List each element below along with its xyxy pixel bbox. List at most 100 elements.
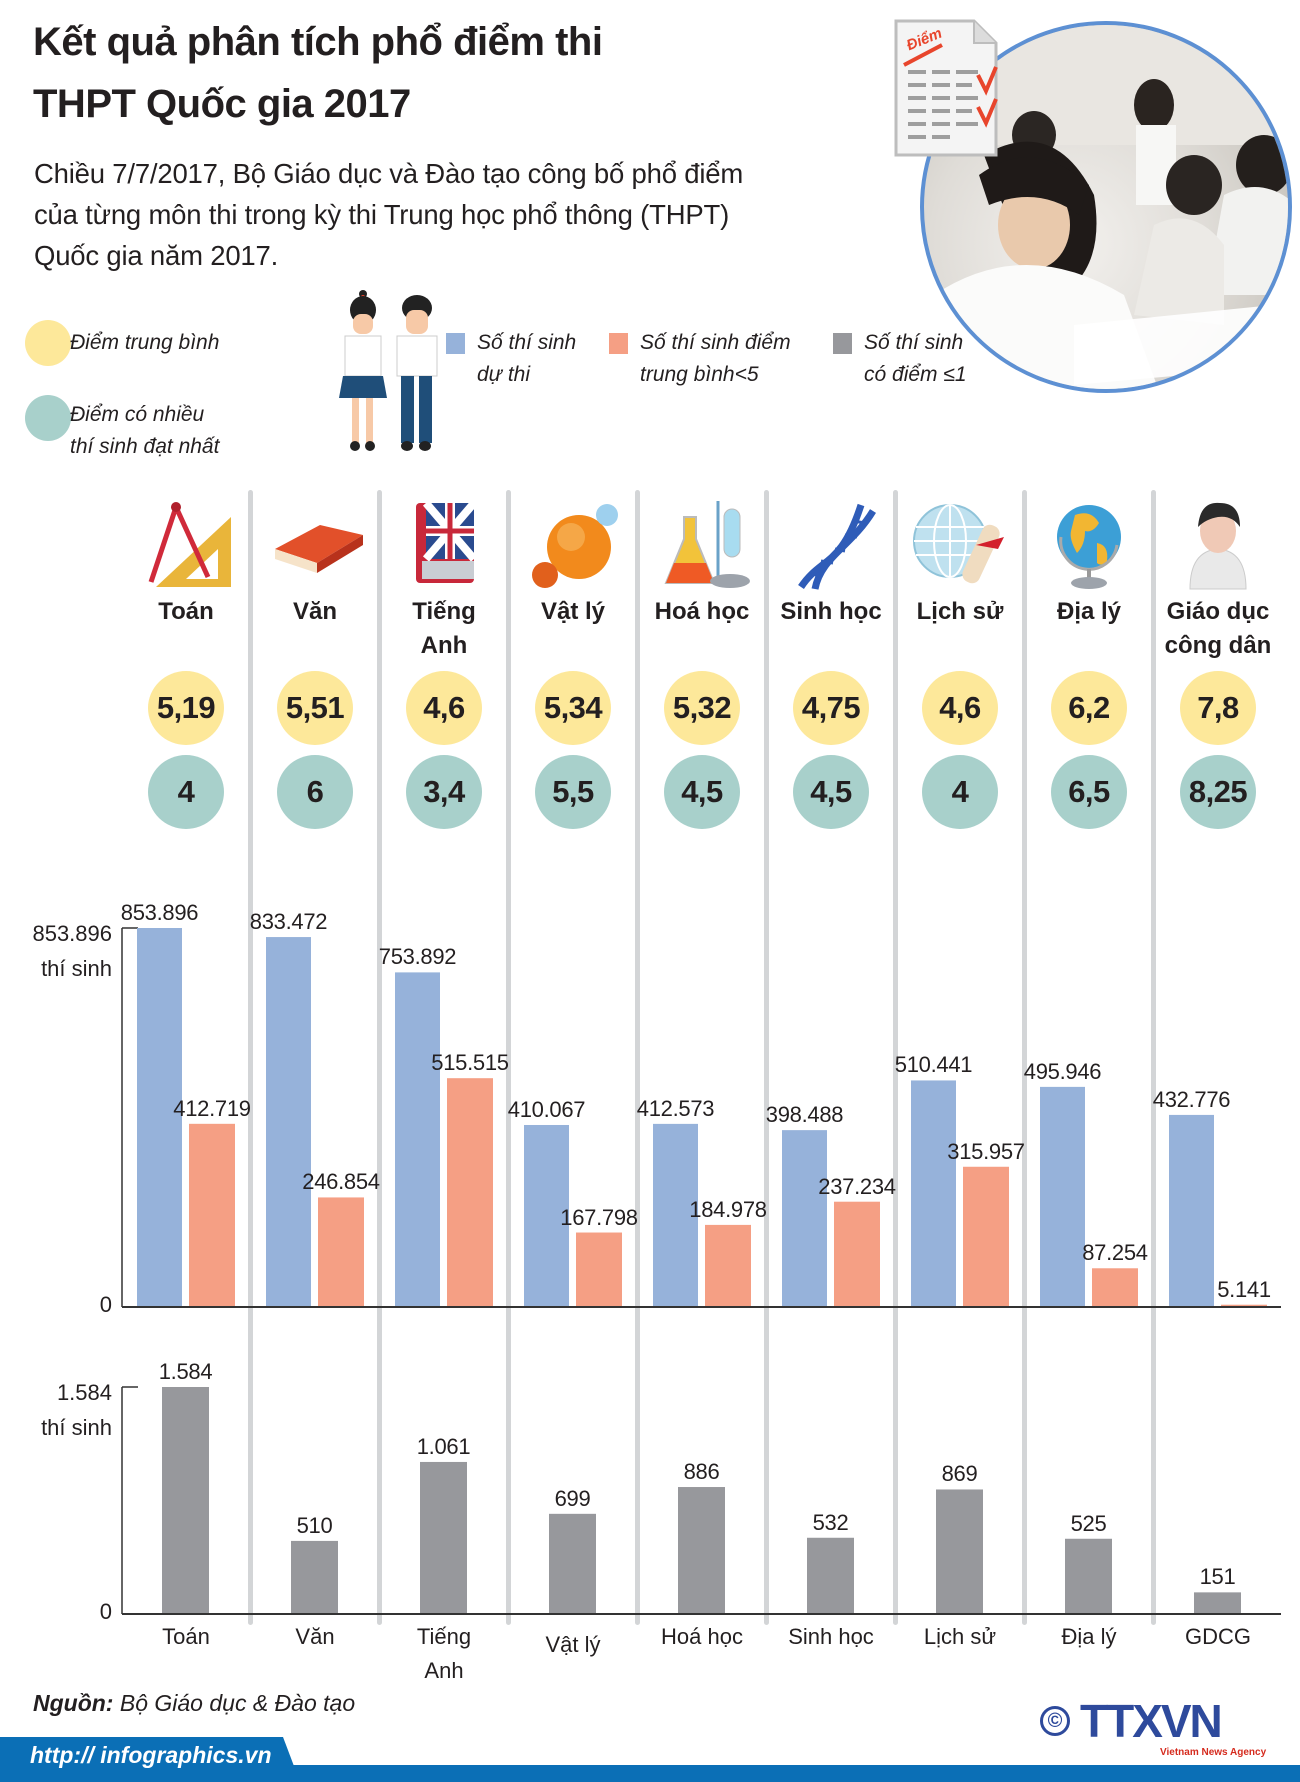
bar-1-series1 xyxy=(1169,1114,1214,1307)
chemistry-flask-icon xyxy=(652,497,752,592)
book-icon xyxy=(265,497,365,592)
bar-2-series1 xyxy=(1194,1592,1241,1614)
data-label: 1.061 xyxy=(416,1433,471,1459)
data-label: 833.472 xyxy=(249,909,328,935)
data-label: 5.141 xyxy=(1217,1276,1271,1302)
bar-2-series1 xyxy=(291,1540,338,1614)
data-label: 151 xyxy=(1199,1564,1236,1590)
legend-le1-label: Số thí sinh có điểm ≤1 xyxy=(864,331,967,386)
bar-2-series1 xyxy=(162,1387,209,1614)
subject-name: Toán xyxy=(158,598,214,625)
subject-name: Hoá học xyxy=(654,598,750,625)
bar-2-series1 xyxy=(1065,1538,1112,1614)
legend-participants-swatch xyxy=(446,333,465,354)
y-tick-max: 853.896 thí sinh xyxy=(32,921,112,981)
globe-scroll-icon xyxy=(910,497,1010,592)
logo-subtext: Vietnam News Agency xyxy=(1160,1747,1267,1758)
data-label: 184.978 xyxy=(689,1196,767,1222)
y-tick-max: 1.584 thí sinh xyxy=(41,1380,112,1440)
data-label: 87.254 xyxy=(1082,1240,1148,1266)
dna-icon xyxy=(781,497,881,592)
mode-score-badge: 4 xyxy=(922,755,998,829)
source-prefix: Nguồn: xyxy=(33,1690,114,1716)
bar-2-series1 xyxy=(936,1489,983,1614)
bar-1-series1 xyxy=(524,1124,569,1307)
subject-name: Địa lý xyxy=(1056,598,1122,625)
average-score-badge: 6,2 xyxy=(1051,671,1127,745)
data-label: 853.896 xyxy=(120,900,199,925)
data-label: 167.798 xyxy=(560,1204,638,1230)
legend-mode-label: Điểm có nhiều thí sinh đạt nhất xyxy=(70,403,220,458)
data-label: 510.441 xyxy=(894,1052,973,1078)
column-separator xyxy=(1022,490,1027,1625)
average-score-badge: 5,32 xyxy=(664,671,740,745)
person-icon xyxy=(1168,497,1268,592)
x-tick-label: Lịch sử xyxy=(923,1624,997,1649)
bar-1-series1 xyxy=(782,1130,827,1307)
compass-ruler-icon xyxy=(136,497,236,592)
bar-1-series2 xyxy=(834,1201,880,1307)
column-separator xyxy=(506,490,511,1625)
page-title-line2: THPT Quốc gia 2017 xyxy=(33,82,411,126)
subject-name: Tiếng Anh xyxy=(412,598,476,659)
legend-average-swatch xyxy=(25,320,71,366)
subject-name: Vật lý xyxy=(540,598,606,625)
score-document-icon: Điểm xyxy=(892,17,1000,159)
data-label: 432.776 xyxy=(1152,1086,1231,1112)
bar-1-series2 xyxy=(447,1078,493,1307)
ttxvn-logo: © TTXVN Vietnam News Agency xyxy=(1040,1698,1275,1762)
logo-text: TTXVN xyxy=(1080,1695,1223,1747)
mode-score-badge: 4,5 xyxy=(664,755,740,829)
intro-text-line2: của từng môn thi trong kỳ thi Trung học … xyxy=(34,199,730,230)
x-tick-label: Văn xyxy=(295,1624,335,1649)
data-label: 315.957 xyxy=(947,1138,1025,1164)
data-label: 525 xyxy=(1070,1510,1107,1536)
bar-1-series2 xyxy=(189,1123,235,1307)
bar-1-series1 xyxy=(266,937,311,1307)
bar-1-series2 xyxy=(318,1197,364,1307)
intro-text-line3: Quốc gia năm 2017. xyxy=(34,240,279,271)
legend-below5-swatch xyxy=(609,333,628,354)
average-score-badge: 4,6 xyxy=(406,671,482,745)
bar-1-series2 xyxy=(1221,1304,1267,1307)
page-title-line1: Kết quả phân tích phổ điểm thi xyxy=(33,20,603,64)
physics-sphere-icon xyxy=(523,497,623,592)
data-label: 246.854 xyxy=(302,1169,380,1195)
data-label: 412.573 xyxy=(636,1095,715,1121)
x-tick-label: Địa lý xyxy=(1061,1624,1117,1649)
legend-le1-swatch xyxy=(833,333,852,354)
data-label: 699 xyxy=(554,1485,591,1511)
x-tick-label: Sinh học xyxy=(788,1624,874,1649)
english-dictionary-icon xyxy=(394,497,494,592)
bar-2-series1 xyxy=(807,1537,854,1614)
y-tick-zero: 0 xyxy=(99,1292,112,1317)
data-label: 412.719 xyxy=(173,1095,251,1121)
column-separator xyxy=(248,490,253,1625)
bar-1-series2 xyxy=(705,1224,751,1307)
legend-participants-label: Số thí sinh dự thi xyxy=(477,331,577,386)
students-illustration-icon xyxy=(335,288,445,453)
data-label: 532 xyxy=(812,1509,849,1535)
website-link[interactable]: http:// infographics.vn xyxy=(30,1742,272,1768)
column-separator xyxy=(764,490,769,1625)
data-label: 753.892 xyxy=(378,944,457,970)
mode-score-badge: 3,4 xyxy=(406,755,482,829)
mode-score-badge: 5,5 xyxy=(535,755,611,829)
bar-2-series1 xyxy=(678,1487,725,1614)
x-tick-label: Hoá học xyxy=(661,1624,743,1649)
subject-name: Lịch sử xyxy=(916,598,1004,625)
bar-1-series1 xyxy=(1040,1086,1085,1307)
source-note: Nguồn: Bộ Giáo dục & Đào tạo xyxy=(33,1690,355,1717)
subject-name: Văn xyxy=(292,598,337,625)
subject-name: Giáo dục công dân xyxy=(1164,598,1272,659)
intro-text-line1: Chiều 7/7/2017, Bộ Giáo dục và Đào tạo c… xyxy=(34,158,744,189)
average-score-badge: 4,75 xyxy=(793,671,869,745)
x-tick-label: GDCG xyxy=(1185,1624,1251,1649)
data-label: 869 xyxy=(941,1461,978,1487)
copyright-icon: © xyxy=(1040,1706,1070,1736)
source-text: Bộ Giáo dục & Đào tạo xyxy=(113,1690,356,1716)
average-score-badge: 5,34 xyxy=(535,671,611,745)
data-label: 398.488 xyxy=(765,1102,844,1128)
mode-score-badge: 6,5 xyxy=(1051,755,1127,829)
bar-1-series2 xyxy=(1092,1268,1138,1307)
